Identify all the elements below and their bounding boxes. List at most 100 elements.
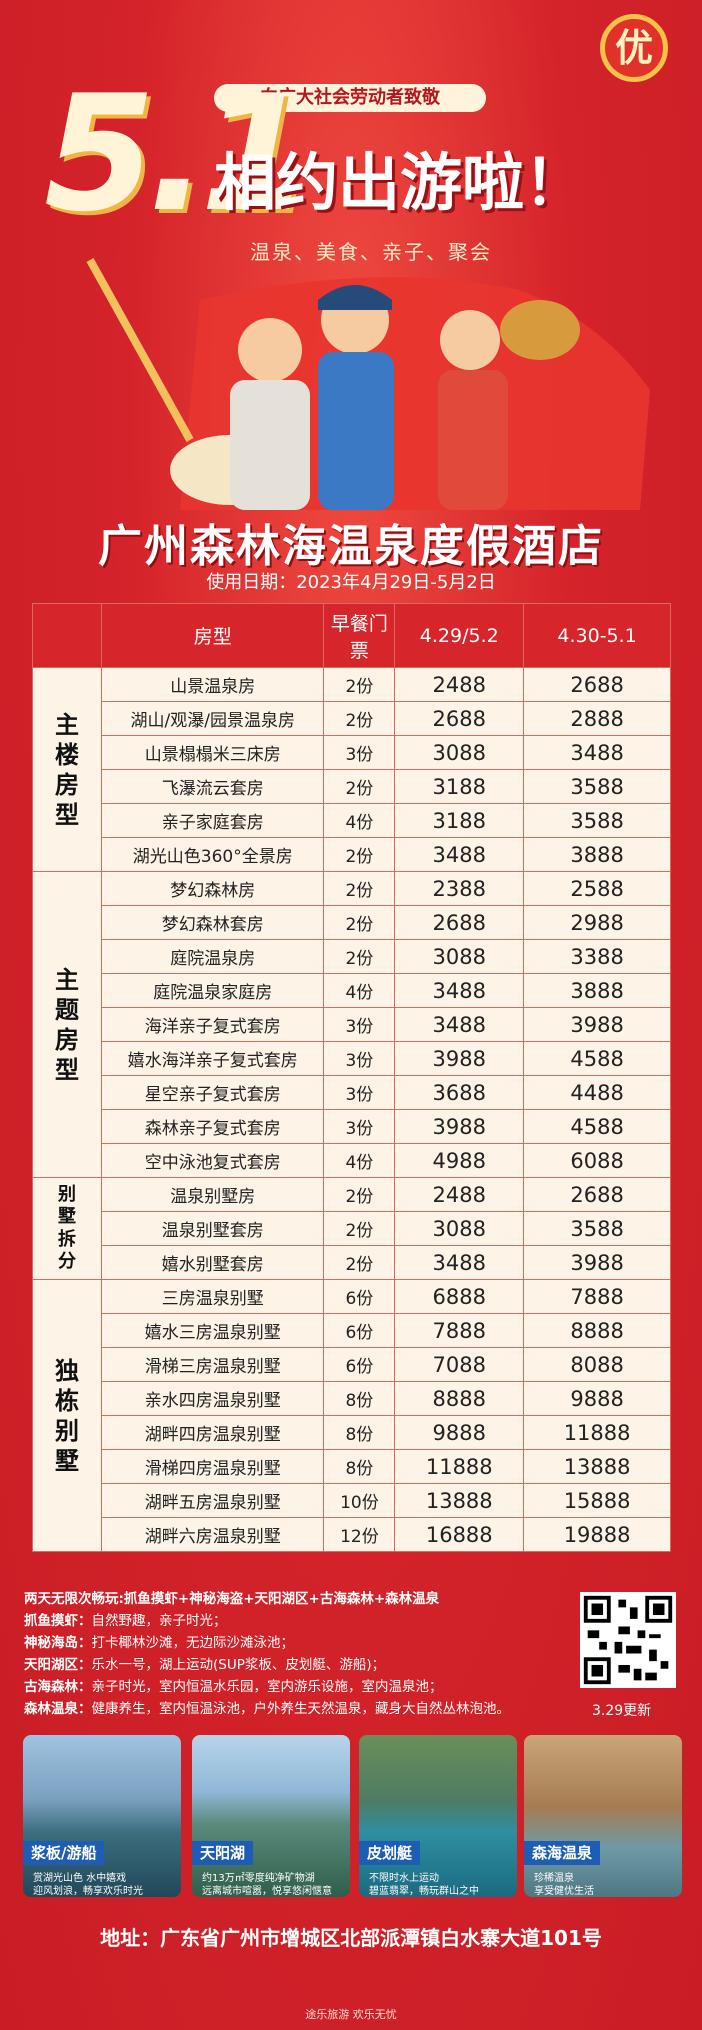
price: 16888	[394, 1517, 525, 1552]
price: 3588	[523, 1211, 671, 1246]
note-label: 古海森林：	[24, 1679, 92, 1695]
breakfast: 4份	[323, 973, 396, 1008]
table-row: 庭院温泉房 2份 3088 3388	[33, 939, 671, 974]
room-type: 海洋亲子复式套房	[100, 1007, 325, 1042]
table-row: 嬉水海洋亲子复式套房 3份 3988 4588	[33, 1041, 671, 1076]
note-label: 抓鱼摸虾：	[24, 1613, 92, 1629]
breakfast: 6份	[323, 1313, 396, 1348]
breakfast: 2份	[323, 837, 396, 872]
note-item: 古海森林：亲子时光，室内恒温水乐园，室内游乐设施，室内温泉池；	[24, 1676, 564, 1698]
price: 13888	[523, 1449, 671, 1484]
price: 9888	[523, 1381, 671, 1416]
note-label: 神秘海岛：	[24, 1635, 92, 1651]
breakfast: 2份	[323, 667, 396, 702]
price: 7888	[523, 1279, 671, 1314]
price: 2588	[523, 871, 671, 906]
table-row: 别墅拆分 温泉别墅房 2份 2488 2688	[32, 1177, 671, 1280]
price: 7888	[394, 1313, 525, 1348]
table-row: 亲子家庭套房 4份 3188 3588	[33, 803, 671, 838]
price: 3988	[523, 1245, 671, 1280]
breakfast: 2份	[323, 701, 396, 736]
room-type: 湖畔六房温泉别墅	[100, 1517, 325, 1552]
notes: 两天无限次畅玩:抓鱼摸虾+神秘海盗+天阳湖区+古海森林+森林温泉 抓鱼摸虾：自然野…	[24, 1588, 564, 1720]
note-item: 天阳湖区：乐水一号，湖上运动(SUP浆板、皮划艇、游船)；	[24, 1654, 564, 1676]
price: 3088	[394, 1211, 525, 1246]
price: 13888	[394, 1483, 525, 1518]
breakfast: 2份	[323, 769, 396, 804]
hotel-name: 广州森林海温泉度假酒店	[98, 521, 604, 572]
header-cell: 早餐门票	[323, 603, 396, 668]
photo-title: 森海温泉	[524, 1841, 601, 1865]
table-row: 主楼房型 山景温泉房 2份 2488 2688	[32, 667, 671, 872]
qr-code	[580, 1592, 676, 1688]
photo-title: 皮划艇	[359, 1841, 421, 1865]
price: 11888	[523, 1415, 671, 1450]
table-row: 温泉别墅套房 2份 3088 3588	[33, 1211, 671, 1246]
breakfast: 12份	[323, 1517, 396, 1552]
table-row: 滑梯三房温泉别墅 6份 7088 8088	[33, 1347, 671, 1382]
price: 4588	[523, 1041, 671, 1076]
price: 3488	[394, 837, 525, 872]
photo-caption: 珍稀温泉	[534, 1873, 574, 1884]
price: 2688	[394, 701, 525, 736]
photo-caption: 不限时水上运动	[369, 1873, 439, 1884]
room-type: 湖山/观瀑/园景温泉房	[100, 701, 325, 736]
room-type: 梦幻森林套房	[100, 905, 325, 940]
breakfast: 3份	[323, 735, 396, 770]
table-row: 主题房型 梦幻森林房 2份 2388 2588	[32, 871, 671, 1178]
price: 3488	[523, 735, 671, 770]
room-type: 湖光山色360°全景房	[100, 837, 325, 872]
price: 2488	[394, 1177, 525, 1212]
tagline: 向广大社会劳动者致敬	[214, 84, 486, 112]
breakfast: 6份	[323, 1347, 396, 1382]
price: 7088	[394, 1347, 525, 1382]
photo-title: 天阳湖	[192, 1841, 254, 1865]
note-item: 神秘海岛：打卡椰林沙滩，无边际沙滩泳池；	[24, 1632, 564, 1654]
room-type: 湖畔五房温泉别墅	[100, 1483, 325, 1518]
price: 9888	[394, 1415, 525, 1450]
price: 2688	[523, 1177, 671, 1212]
price: 15888	[523, 1483, 671, 1518]
breakfast: 6份	[323, 1279, 396, 1314]
table-row: 湖畔五房温泉别墅 10份 13888 15888	[33, 1483, 671, 1518]
photo-caption: 约13万㎡零度纯净矿物湖	[202, 1873, 315, 1884]
group-label: 主楼房型	[32, 667, 102, 872]
table-row: 山景榻榻米三床房 3份 3088 3488	[33, 735, 671, 770]
address: 地址：广东省广州市增城区北部派潭镇白水寨大道101号	[100, 1926, 602, 1950]
footer: 途乐旅游 欢乐无忧	[305, 2008, 397, 2021]
price: 2688	[523, 667, 671, 702]
note-text: 健康养生，室内恒温泳池，户外养生天然温泉，藏身大自然丛林泡池。	[91, 1701, 511, 1717]
notes-heading: 两天无限次畅玩:抓鱼摸虾+神秘海盗+天阳湖区+古海森林+森林温泉	[24, 1591, 440, 1607]
price: 2388	[394, 871, 525, 906]
price: 3488	[394, 973, 525, 1008]
price: 3988	[523, 1007, 671, 1042]
price: 19888	[523, 1517, 671, 1552]
price: 4988	[394, 1143, 525, 1178]
breakfast: 10份	[323, 1483, 396, 1518]
price: 11888	[394, 1449, 525, 1484]
room-type: 温泉别墅套房	[100, 1211, 325, 1246]
table-row: 海洋亲子复式套房 3份 3488 3988	[33, 1007, 671, 1042]
price: 3888	[523, 973, 671, 1008]
price: 8088	[523, 1347, 671, 1382]
table-row: 湖山/观瀑/园景温泉房 2份 2688 2888	[33, 701, 671, 736]
price: 3088	[394, 735, 525, 770]
group-label: 独栋别墅	[32, 1279, 102, 1552]
price: 3188	[394, 803, 525, 838]
price: 3388	[523, 939, 671, 974]
room-type: 山景温泉房	[100, 667, 325, 702]
price: 4488	[523, 1075, 671, 1110]
breakfast: 2份	[323, 1211, 396, 1246]
breakfast: 2份	[323, 1245, 396, 1280]
room-type: 空中泳池复式套房	[100, 1143, 325, 1178]
room-type: 飞瀑流云套房	[100, 769, 325, 804]
note-item: 森林温泉：健康养生，室内恒温泳池，户外养生天然温泉，藏身大自然丛林泡池。	[24, 1698, 564, 1720]
room-type: 滑梯四房温泉别墅	[100, 1449, 325, 1484]
price: 2688	[394, 905, 525, 940]
room-type: 嬉水海洋亲子复式套房	[100, 1041, 325, 1076]
room-type: 星空亲子复式套房	[100, 1075, 325, 1110]
table-row: 湖畔六房温泉别墅 12份 16888 19888	[33, 1517, 671, 1552]
price: 2888	[523, 701, 671, 736]
breakfast: 8份	[323, 1415, 396, 1450]
